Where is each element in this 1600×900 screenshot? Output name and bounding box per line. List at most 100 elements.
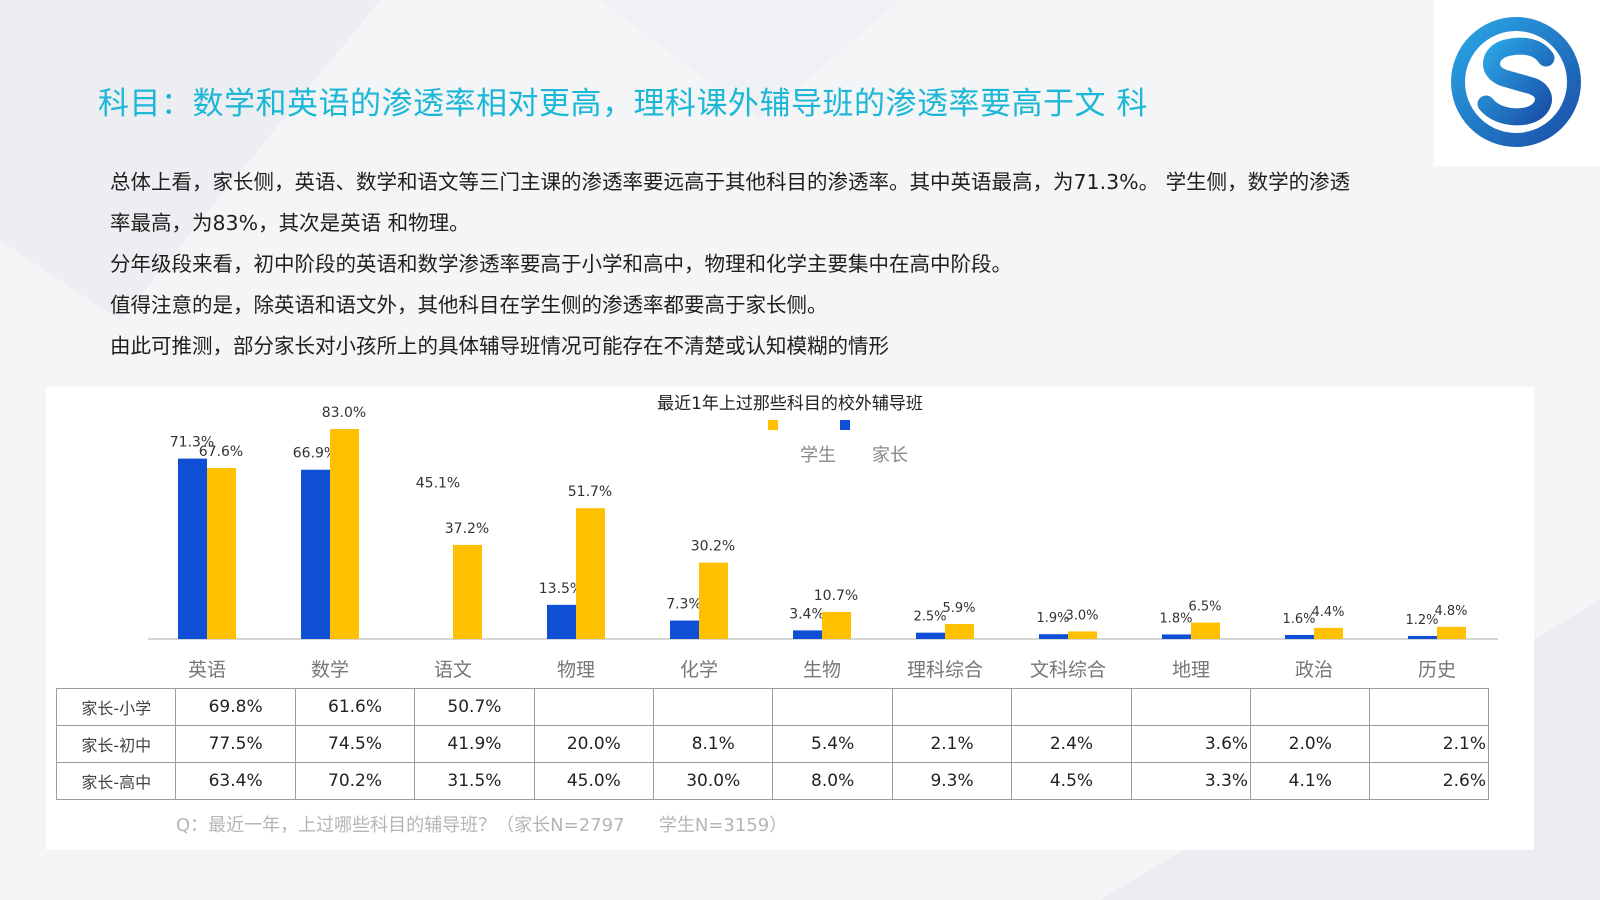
bar-parent [1285, 634, 1314, 639]
bar-parent [916, 632, 945, 639]
data-label-parent: 7.3% [666, 597, 702, 613]
data-label-student: 3.0% [1065, 608, 1098, 623]
category-label: 语文 [434, 659, 472, 681]
table-cell: 8.1% [653, 725, 774, 763]
category-label: 数学 [311, 659, 349, 681]
data-label-parent: 71.3% [170, 435, 214, 451]
table-cell: 41.9% [414, 725, 535, 763]
data-label-parent: 2.5% [913, 610, 946, 625]
chart-panel: 最近1年上过那些科目的校外辅导班 学生 家长 71.3% 67.6% 英语 66.9% 83.… [46, 387, 1534, 850]
data-label-student: 83.0% [322, 405, 366, 421]
table-cell: 4.5% [1011, 762, 1132, 800]
data-label-student: 10.7% [814, 588, 858, 604]
data-label-student: 37.2% [445, 521, 489, 537]
bar-student [699, 562, 728, 639]
table-cell: 8.0% [772, 762, 893, 800]
data-label-student: 67.6% [199, 444, 243, 460]
data-label-student: 30.2% [691, 539, 735, 555]
table-row: 家长-小学 69.8% 61.6% 50.7% [55, 688, 1489, 726]
table-cell: 2.1% [1369, 725, 1489, 763]
data-label-student: 5.9% [942, 601, 975, 616]
bar-parent [1162, 634, 1191, 639]
brand-logo [1434, 0, 1600, 166]
category-label: 物理 [557, 659, 595, 681]
category-label: 化学 [680, 659, 718, 681]
table-cell: 3.3% [1130, 762, 1252, 800]
data-label-parent: 1.8% [1159, 611, 1192, 626]
table-cell [1250, 688, 1371, 726]
bar-parent [1039, 634, 1068, 639]
bar-student [945, 624, 974, 639]
bar-student [1314, 627, 1343, 639]
logo-icon [1451, 17, 1581, 147]
category-label: 历史 [1418, 659, 1456, 681]
summary-line: 值得注意的是，除英语和语文外，其他科目在学生侧的渗透率都要高于家长侧。 [110, 293, 828, 317]
category-label: 地理 [1172, 659, 1210, 681]
data-label-student: 4.4% [1311, 605, 1344, 620]
table-cell [1130, 688, 1252, 726]
category-label: 文科综合 [1030, 659, 1106, 681]
table-cell: 63.4% [175, 762, 296, 800]
summary-line: 分年级段来看，初中阶段的英语和数学渗透率要高于小学和高中，物理和化学主要集中在高… [110, 252, 1012, 276]
breakdown-table: 家长-小学 69.8% 61.6% 50.7% 家长-初中 77.5% 74.5% 41.9%… [55, 688, 1489, 800]
bar-student [1068, 631, 1097, 639]
row-label: 家长-初中 [55, 725, 177, 763]
row-label: 家长-高中 [55, 762, 177, 800]
legend-label: 学生 [800, 445, 836, 466]
table-cell: 2.1% [891, 725, 1013, 763]
table-cell [533, 688, 655, 726]
row-label: 家长-小学 [55, 688, 177, 726]
table-cell: 2.4% [1011, 725, 1132, 763]
table-cell: 5.4% [772, 725, 893, 763]
table-cell: 4.1% [1250, 762, 1371, 800]
bar-parent [793, 630, 822, 639]
bar-student [576, 508, 605, 639]
table-cell [653, 688, 774, 726]
legend-swatch [768, 420, 778, 430]
table-cell: 2.6% [1369, 762, 1489, 800]
table-cell [1369, 688, 1489, 726]
bar-student [453, 544, 482, 639]
table-cell [772, 688, 893, 726]
data-label-parent: 1.6% [1282, 612, 1315, 627]
category-label: 理科综合 [907, 659, 983, 681]
table-row: 家长-初中 77.5% 74.5% 41.9% 20.0% 8.1% 5.4% 2.1% 2.4… [55, 725, 1489, 763]
bar-student [1437, 626, 1466, 639]
table-cell: 61.6% [294, 688, 416, 726]
data-label-student: 4.8% [1434, 604, 1467, 619]
category-label: 英语 [188, 659, 226, 681]
table-cell: 9.3% [891, 762, 1013, 800]
legend-label: 家长 [872, 445, 908, 466]
summary-line: 总体上看，家长侧，英语、数学和语文等三门主课的渗透率要远高于其他科目的渗透率。其… [110, 170, 1351, 194]
bar-student [330, 429, 359, 639]
bar-parent [178, 458, 207, 639]
bar-student [1191, 622, 1220, 639]
bar-parent [670, 620, 699, 639]
bar-parent [547, 604, 576, 639]
data-label-parent: 13.5% [539, 581, 583, 597]
data-label-parent: 1.2% [1405, 613, 1438, 628]
summary-line: 率最高，为83%，其次是英语 和物理。 [110, 211, 470, 235]
summary-line: 由此可推测，部分家长对小孩所上的具体辅导班情况可能存在不清楚或认知模糊的情形 [110, 334, 889, 358]
summary-text: 总体上看，家长侧，英语、数学和语文等三门主课的渗透率要远高于其他科目的渗透率。其… [110, 162, 1530, 367]
table-cell: 74.5% [294, 725, 416, 763]
category-label: 生物 [803, 659, 841, 681]
legend-swatch [840, 420, 850, 430]
table-cell: 45.0% [533, 762, 655, 800]
table-cell: 70.2% [294, 762, 416, 800]
bar-parent [301, 469, 330, 639]
table-cell: 77.5% [175, 725, 296, 763]
chart-title: 最近1年上过那些科目的校外辅导班 [657, 394, 923, 414]
data-label-parent: 45.1% [416, 476, 460, 492]
table-cell [891, 688, 1013, 726]
table-cell: 31.5% [414, 762, 535, 800]
table-cell: 30.0% [653, 762, 774, 800]
table-cell: 50.7% [414, 688, 535, 726]
page-title: 科目：数学和英语的渗透率相对更高，理科课外辅导班的渗透率要高于文 科 [98, 86, 1148, 122]
data-label-student: 51.7% [568, 484, 612, 500]
survey-note: Q：最近一年，上过哪些科目的辅导班？（家长N=2797 学生N=3159） [176, 815, 788, 836]
table-cell: 2.0% [1250, 725, 1371, 763]
bar-student [822, 611, 851, 639]
bar-student [207, 467, 236, 639]
